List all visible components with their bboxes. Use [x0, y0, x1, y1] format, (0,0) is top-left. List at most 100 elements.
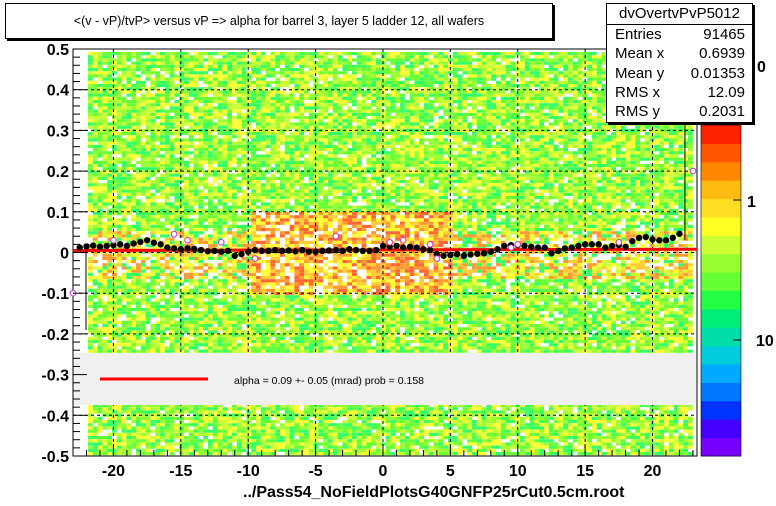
- heat-cell: [198, 448, 204, 452]
- heat-cell: [275, 112, 280, 116]
- heat-cell: [294, 173, 300, 177]
- heat-cell: [284, 298, 290, 302]
- heat-cell: [227, 282, 232, 286]
- heat-cell: [289, 125, 295, 129]
- heat-cell: [174, 151, 180, 155]
- heat-cell: [174, 404, 180, 408]
- heat-cell: [136, 135, 141, 139]
- heat-cell: [227, 103, 232, 107]
- heat-cell: [174, 301, 180, 305]
- heat-cell: [284, 423, 290, 427]
- heat-cell: [193, 77, 199, 81]
- heat-cell: [140, 416, 146, 420]
- heat-cell: [188, 256, 194, 260]
- heat-cell: [251, 52, 256, 56]
- heat-cell: [164, 132, 170, 136]
- heat-cell: [107, 285, 112, 289]
- heat-cell: [193, 436, 199, 440]
- heat-cell: [198, 52, 204, 56]
- heat-cell: [174, 119, 180, 123]
- heat-cell: [198, 74, 204, 78]
- heat-cell: [136, 324, 141, 328]
- heat-cell: [222, 260, 228, 264]
- heat-cell: [208, 208, 213, 212]
- heat-cell: [294, 276, 300, 280]
- heat-cell: [222, 74, 228, 78]
- heat-cell: [193, 116, 199, 120]
- heat-cell: [217, 164, 223, 168]
- heat-cell: [112, 122, 117, 126]
- heat-cell: [116, 125, 122, 129]
- heat-cell: [188, 327, 194, 331]
- heat-cell: [198, 180, 204, 184]
- heat-cell: [280, 301, 285, 305]
- heat-gap: [280, 237, 285, 241]
- heat-cell: [169, 106, 175, 110]
- heat-cell: [294, 317, 300, 321]
- heat-cell: [203, 336, 208, 340]
- heat-cell: [164, 333, 170, 337]
- heat-cell: [179, 199, 184, 203]
- heat-cell: [212, 128, 218, 132]
- heat-cell: [275, 64, 280, 68]
- heat-cell: [164, 234, 170, 238]
- heat-cell: [136, 263, 141, 267]
- heat-cell: [136, 180, 141, 184]
- heat-cell: [232, 212, 237, 216]
- heat-cell: [97, 436, 103, 440]
- heat-cell: [164, 327, 170, 331]
- heat-cell: [289, 407, 295, 411]
- heat-cell: [174, 288, 180, 292]
- heat-cell: [88, 160, 93, 164]
- heat-cell: [222, 196, 228, 200]
- heat-cell: [260, 61, 266, 65]
- heat-cell: [136, 410, 141, 414]
- heat-cell: [265, 84, 271, 88]
- heat-cell: [222, 122, 228, 126]
- heat-cell: [145, 420, 151, 424]
- heat-cell: [136, 52, 141, 56]
- heat-cell: [256, 407, 261, 411]
- heat-cell: [284, 157, 290, 161]
- heat-cell: [136, 317, 141, 321]
- heat-cell: [241, 157, 247, 161]
- heat-cell: [270, 141, 276, 145]
- heat-cell: [294, 141, 300, 145]
- heat-cell: [208, 429, 213, 433]
- heat-cell: [232, 196, 237, 200]
- heat-cell: [136, 452, 141, 456]
- heat-cell: [131, 100, 136, 104]
- heat-cell: [203, 103, 208, 107]
- heat-cell: [179, 215, 184, 219]
- heat-cell: [284, 448, 290, 452]
- heat-cell: [256, 343, 261, 347]
- heat-cell: [107, 151, 112, 155]
- heat-cell: [208, 224, 213, 228]
- heat-cell: [193, 167, 199, 171]
- heat-cell: [155, 205, 160, 209]
- heat-cell: [265, 141, 271, 145]
- heat-cell: [280, 231, 285, 235]
- heat-cell: [184, 52, 189, 56]
- heat-cell: [222, 119, 228, 123]
- heat-cell: [136, 327, 141, 331]
- heat-cell: [294, 279, 300, 283]
- heat-cell: [265, 154, 271, 158]
- heat-cell: [116, 250, 122, 254]
- heat-cell: [232, 349, 237, 353]
- heat-cell: [121, 183, 127, 187]
- heat-cell: [256, 282, 261, 286]
- heat-cell: [112, 135, 117, 139]
- heat-cell: [145, 138, 151, 142]
- heat-cell: [284, 221, 290, 225]
- heat-cell: [251, 167, 256, 171]
- heat-cell: [212, 448, 218, 452]
- heat-cell: [97, 423, 103, 427]
- heat-cell: [184, 77, 189, 81]
- heat-cell: [275, 426, 280, 430]
- heat-cell: [294, 288, 300, 292]
- heat-cell: [246, 304, 252, 308]
- heat-cell: [256, 80, 261, 84]
- heat-cell: [208, 330, 213, 334]
- heat-cell: [280, 413, 285, 417]
